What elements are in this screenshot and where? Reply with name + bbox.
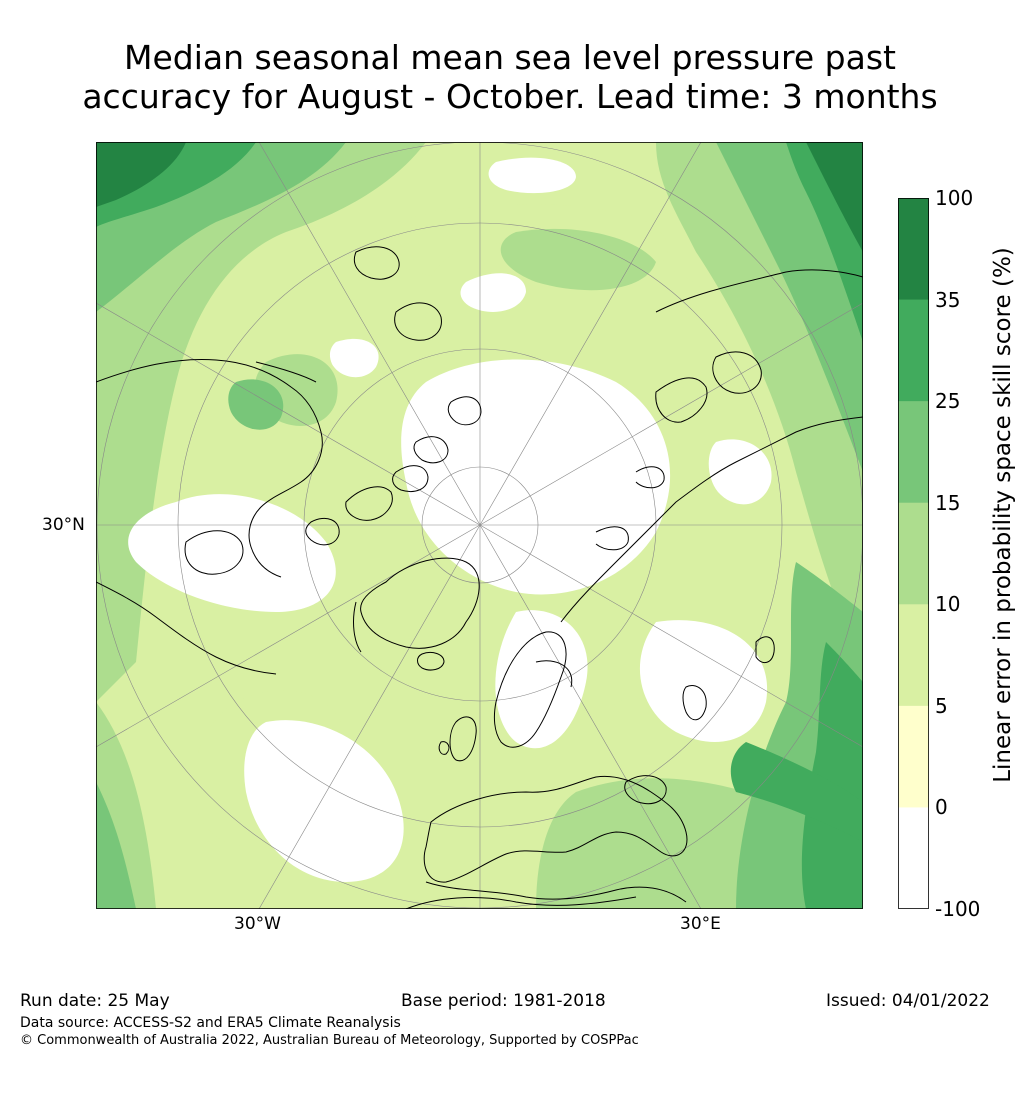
coastline-hudson-bay bbox=[184, 530, 244, 575]
coastline-siberia bbox=[560, 416, 863, 623]
data-source: Data source: ACCESS-S2 and ERA5 Climate … bbox=[20, 1015, 401, 1031]
coastlines bbox=[96, 246, 863, 909]
colorbar-tick-label: 0 bbox=[935, 795, 948, 820]
issued-date: Issued: 04/01/2022 bbox=[826, 991, 990, 1011]
map-border bbox=[96, 142, 863, 909]
skill-region bbox=[801, 642, 863, 909]
skill-region bbox=[500, 228, 656, 291]
skill-region-white bbox=[128, 494, 336, 612]
colorbar-tick-label: 35 bbox=[935, 287, 961, 312]
coastline-north-america bbox=[96, 359, 323, 578]
polar-map bbox=[96, 142, 863, 909]
colorbar-bin bbox=[898, 705, 929, 808]
coastline-black-sea bbox=[624, 775, 667, 805]
colorbar-tick-label: 100 bbox=[935, 186, 974, 210]
colorbar-bin bbox=[898, 299, 929, 402]
title-line-2: accuracy for August - October. Lead time… bbox=[82, 77, 938, 116]
colorbar-tick-label: 10 bbox=[935, 592, 961, 617]
skill-region-white bbox=[401, 359, 671, 595]
skill-region bbox=[228, 379, 284, 430]
base-period: Base period: 1981-2018 bbox=[401, 991, 606, 1011]
colorbar-border bbox=[898, 198, 929, 909]
coastline-caspian bbox=[682, 685, 707, 721]
coastline-iceland bbox=[417, 651, 445, 671]
skill-region bbox=[806, 142, 863, 252]
skill-region-white bbox=[460, 273, 526, 312]
latitude-label: 30°N bbox=[42, 515, 85, 535]
coastline-scandinavia bbox=[493, 631, 567, 748]
colorbar-tick-label: 5 bbox=[935, 693, 948, 718]
meridians bbox=[96, 142, 863, 909]
colorbar-tick-label: 25 bbox=[935, 389, 961, 414]
coastline-europe bbox=[423, 775, 688, 883]
colorbar bbox=[898, 198, 929, 909]
skill-region-white bbox=[639, 620, 768, 742]
skill-region bbox=[96, 142, 186, 207]
skill-region bbox=[96, 782, 136, 909]
colorbar-bin bbox=[898, 807, 929, 909]
map-title: Median seasonal mean sea level pressure … bbox=[0, 38, 1020, 116]
skill-region-white bbox=[244, 720, 404, 882]
title-line-1: Median seasonal mean sea level pressure … bbox=[124, 38, 896, 77]
skill-region-white bbox=[329, 338, 379, 378]
coastline-british-isles bbox=[449, 716, 477, 762]
colorbar-swatches bbox=[898, 198, 929, 909]
copyright-notice: © Commonwealth of Australia 2022, Austra… bbox=[20, 1033, 639, 1048]
skill-region bbox=[96, 142, 426, 702]
colorbar-bin bbox=[898, 198, 929, 301]
colorbar-tick-label: 15 bbox=[935, 490, 961, 515]
run-date: Run date: 25 May bbox=[20, 991, 170, 1011]
map-canvas bbox=[96, 142, 863, 909]
colorbar-bin bbox=[898, 401, 929, 504]
coastline-greenland bbox=[360, 557, 480, 649]
longitude-label-west: 30°W bbox=[234, 914, 281, 934]
skill-region bbox=[730, 742, 863, 842]
coastline-canadian-archipelago bbox=[345, 486, 393, 521]
skill-region-white bbox=[708, 439, 772, 505]
colorbar-bin bbox=[898, 604, 929, 707]
skill-region-white bbox=[488, 157, 576, 194]
colorbar-tick-label: -100 bbox=[935, 897, 981, 921]
colorbar-label: Linear error in probability space skill … bbox=[990, 247, 1016, 783]
longitude-label-east: 30°E bbox=[680, 914, 721, 934]
colorbar-bin bbox=[898, 502, 929, 605]
